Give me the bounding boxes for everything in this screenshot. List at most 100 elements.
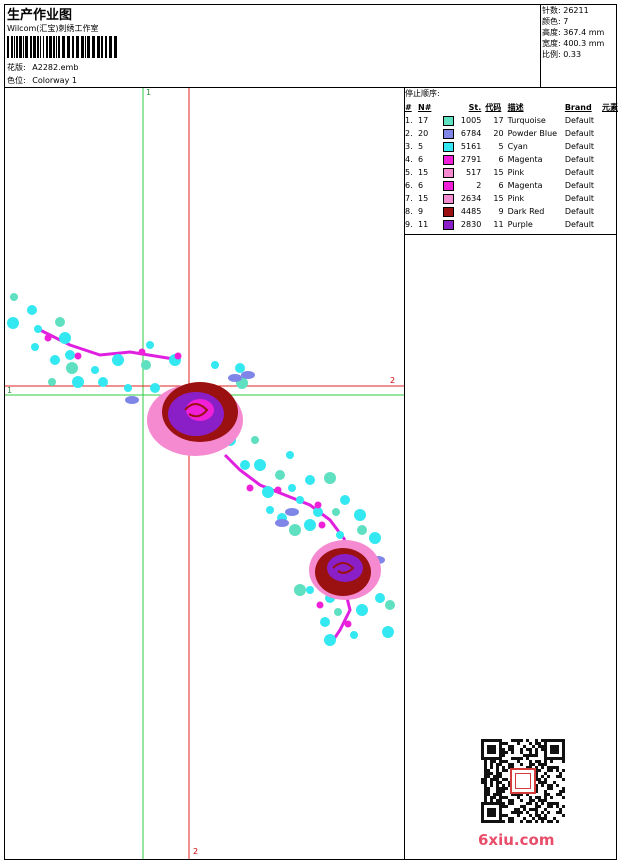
stop-desc: Cyan [507,142,528,151]
stop-needle: 17 [418,116,429,125]
blossom [150,383,160,393]
blossom [334,608,342,616]
blossom [66,362,78,374]
blossom [340,495,350,505]
color-swatch [442,154,454,165]
bud [344,620,352,628]
blossom [336,531,344,539]
stop-row: 9. 11 2830 11 Purple Default [403,218,620,231]
blossom [50,355,60,365]
blossom [146,341,154,349]
page-title: 生产作业图 [7,8,73,23]
stop-element [600,153,620,166]
stop-brand: Default [564,155,595,164]
stop-desc: Dark Red [507,207,545,216]
blossom [27,305,37,315]
company-name: Wilcom(汇宝)刺绣工作室 [7,24,99,33]
stop-brand: Default [564,207,595,216]
stop-brand: Default [564,194,595,203]
stop-idx: 4. [405,155,413,164]
stop-code: 6 [498,181,504,190]
colorway-label: 色位: [7,76,26,85]
stop-row: 4. 6 2791 6 Magenta Default [403,153,620,166]
blossom [124,384,132,392]
stat-scale: 比例: 0.33 [542,50,582,59]
stop-needle: 15 [418,194,429,203]
bud [314,501,322,509]
stem [223,453,347,541]
leaf [125,396,139,404]
stop-brand: Default [564,168,595,177]
rose-center [186,399,214,421]
bud [246,484,254,492]
blossom [59,332,71,344]
stop-brand: Default [564,116,595,125]
blossom [332,508,340,516]
blossom [313,507,323,517]
stop-element [600,114,620,127]
color-swatch [442,219,454,230]
blossom [91,366,99,374]
stop-code: 15 [493,194,504,203]
blossom [275,470,285,480]
stop-row: 1. 17 1005 17 Turquoise Default [403,114,620,127]
design-row: 花版: A2282.emb [7,62,78,73]
qr-stamp-icon [510,768,536,794]
stop-needle: 11 [418,220,429,229]
color-swatch [442,141,454,152]
leaf [241,371,255,379]
blossom [382,626,394,638]
colorway-value: Colorway 1 [32,76,77,85]
stop-swatch [441,140,456,153]
stop-desc: Pink [507,168,525,177]
stop-brand: Default [564,181,595,190]
blossom [385,600,395,610]
stop-swatch [441,218,456,231]
stop-code: 15 [493,168,504,177]
stop-needle: 20 [418,129,429,138]
stop-desc: Powder Blue [507,129,558,138]
bud [274,486,282,494]
stop-stitches: 2830 [460,220,482,229]
blossom [296,496,304,504]
stop-stitches: 2791 [460,155,482,164]
color-swatch [442,193,454,204]
blossom [306,586,314,594]
bud [318,521,326,529]
stop-row: 8. 9 4485 9 Dark Red Default [403,205,620,218]
blossom [72,376,84,388]
design-value: A2282.emb [32,63,79,72]
bud [174,352,182,360]
stat-width: 宽度: 400.3 mm [542,39,605,48]
color-swatch [442,167,454,178]
stop-code: 11 [493,220,504,229]
col-header-element: 元素 [602,103,618,112]
rose-swirl [332,562,355,574]
stop-swatch [441,153,456,166]
blossom [289,524,301,536]
blossom [31,343,39,351]
stop-element [600,166,620,179]
blossom [235,363,245,373]
stop-idx: 8. [405,207,413,216]
stop-desc: Purple [507,220,533,229]
axis-label-green-left: 1 [7,386,13,395]
blossom [262,486,274,498]
stop-needle: 6 [418,181,424,190]
stop-idx: 9. [405,220,413,229]
stop-brand: Default [564,142,595,151]
stop-idx: 2. [405,129,413,138]
stop-needle: 5 [418,142,424,151]
stop-code: 9 [498,207,504,216]
sidebar-divider [404,234,617,235]
stop-code: 5 [498,142,504,151]
axis-label-green-top: 1 [146,88,152,97]
stop-swatch [441,114,456,127]
col-header-idx: # [405,103,412,112]
blossom [288,484,296,492]
stat-colors: 颜色: 7 [542,17,569,26]
stop-needle: 9 [418,207,424,216]
blossom [354,509,366,521]
blossom [251,436,259,444]
stop-swatch [441,127,456,140]
